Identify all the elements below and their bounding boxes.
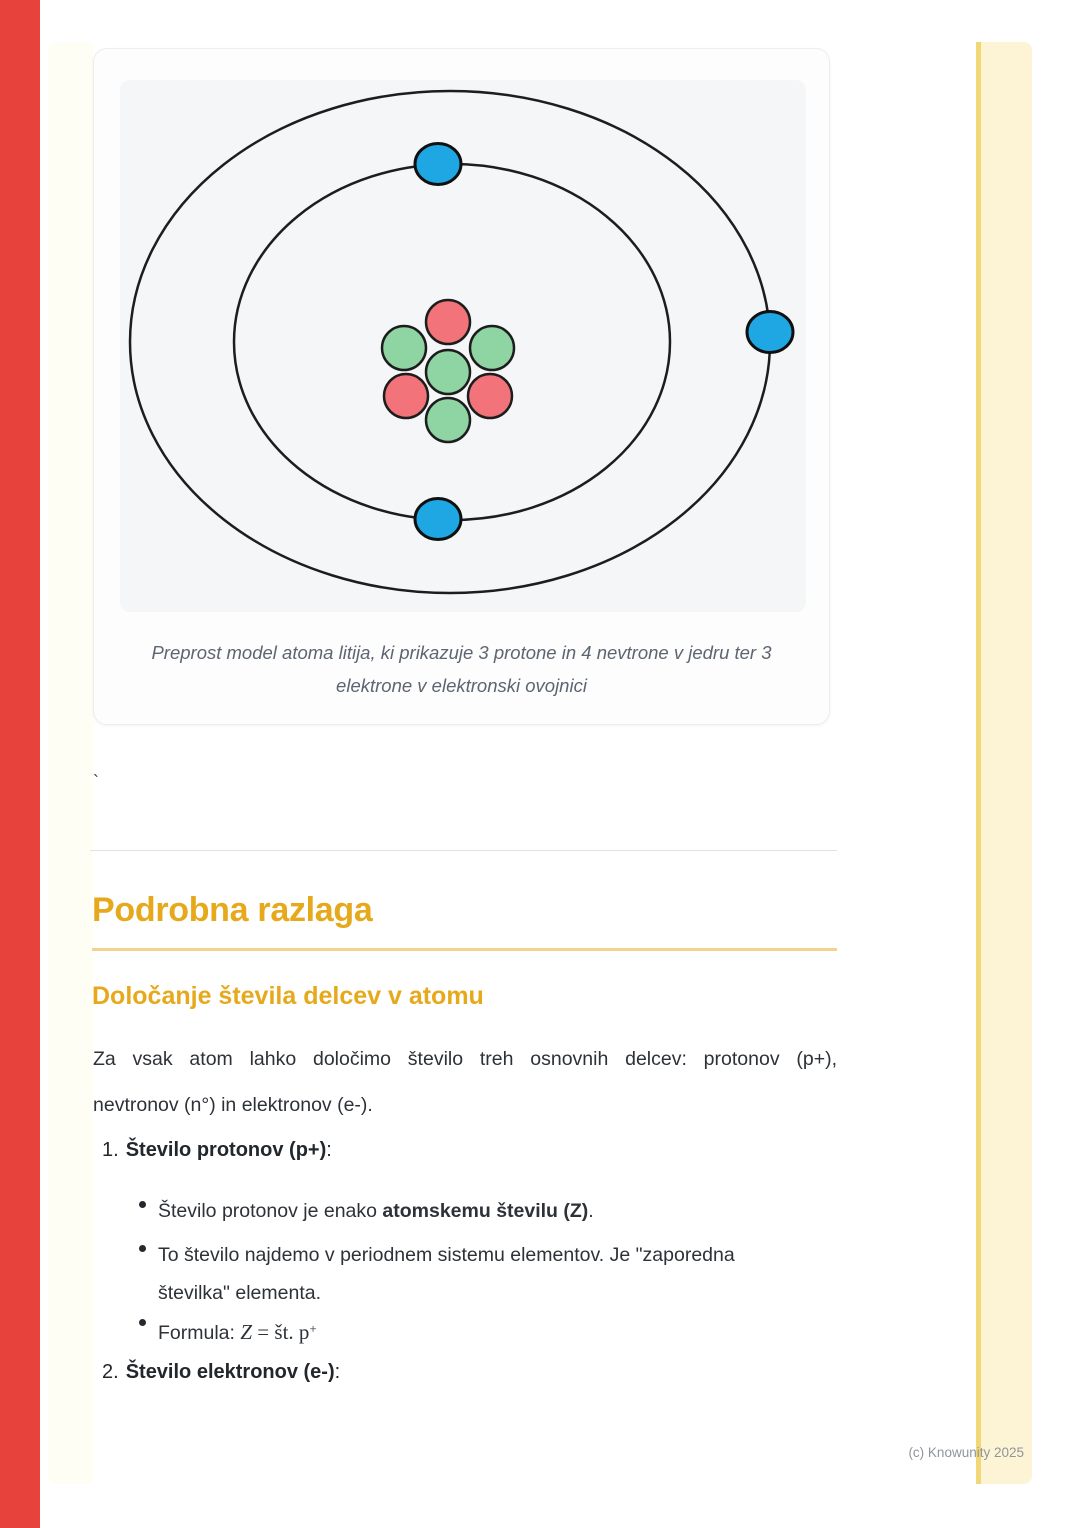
electron-circle: [745, 310, 795, 354]
subsection-title: Določanje števila delcev v atomu: [92, 982, 484, 1010]
intro-paragraph: Za vsak atom lahko določimo število treh…: [93, 1036, 837, 1128]
bullet-periodic-table: To število najdemo v periodnem sistemu e…: [158, 1236, 838, 1312]
intro-paragraph-line2: nevtronov (n°) in elektronov (e-).: [93, 1094, 373, 1116]
stray-backtick-character: `: [93, 772, 99, 792]
bullet-text: Število protonov je enako: [158, 1200, 383, 1222]
list-number: 2.: [102, 1361, 119, 1383]
bullet-icon: [139, 1245, 146, 1252]
section-divider: [90, 850, 837, 851]
formula-label: Formula:: [158, 1322, 241, 1344]
neutron-circle: [380, 324, 428, 372]
figure-caption-line2: elektrone v elektronski ovojnici: [336, 675, 587, 696]
bullet-text-line2: številka" elementa.: [158, 1282, 321, 1304]
bullet-text-bold: atomskemu številu (Z): [382, 1200, 589, 1222]
formula-math: Z = št. p+: [240, 1320, 316, 1344]
proton-circle: [466, 372, 514, 420]
page-title: Podrobna razlaga: [92, 891, 373, 929]
formula-superscript: +: [309, 1321, 317, 1336]
title-underline-rule: [92, 948, 837, 951]
bullet-icon: [139, 1319, 146, 1326]
lithium-atom-diagram: [128, 89, 795, 595]
formula-variable: Z: [240, 1320, 253, 1344]
list-item-electrons: 2. Število elektronov (e-):: [102, 1361, 340, 1384]
electron-circle: [413, 497, 463, 541]
atom-diagram-panel: [120, 80, 806, 612]
figure-caption: Preprost model atoma litija, ki prikazuj…: [123, 636, 800, 702]
proton-circle: [424, 298, 472, 346]
list-item-protons: 1. Število protonov (p+):: [102, 1139, 332, 1162]
list-item-suffix: :: [326, 1139, 332, 1161]
list-item-suffix: :: [334, 1361, 341, 1383]
right-yellow-ribbon: [976, 42, 1032, 1484]
bullet-text-line1: To število najdemo v periodnem sistemu e…: [158, 1244, 735, 1266]
left-red-ribbon: [0, 0, 40, 1528]
neutron-circle: [424, 396, 472, 444]
list-number: 1.: [102, 1139, 119, 1161]
neutron-circle: [468, 324, 516, 372]
formula-rest: = št. p: [252, 1320, 310, 1344]
bullet-icon: [139, 1201, 146, 1208]
bullet-atomic-number: Število protonov je enako atomskemu štev…: [158, 1192, 838, 1230]
list-item-title: Število protonov (p+): [125, 1139, 327, 1161]
bullet-text-end: .: [588, 1200, 594, 1222]
figure-caption-line1: Preprost model atoma litija, ki prikazuj…: [151, 642, 772, 663]
electron-circle: [413, 142, 463, 186]
copyright-footer: (c) Knowunity 2025: [908, 1445, 1024, 1460]
intro-paragraph-line1: Za vsak atom lahko določimo število treh…: [93, 1048, 837, 1070]
list-item-title: Število elektronov (e-): [125, 1361, 335, 1383]
proton-circle: [382, 372, 430, 420]
bullet-formula: Formula: Z = št. p+: [158, 1310, 838, 1352]
neutron-circle: [424, 348, 472, 396]
